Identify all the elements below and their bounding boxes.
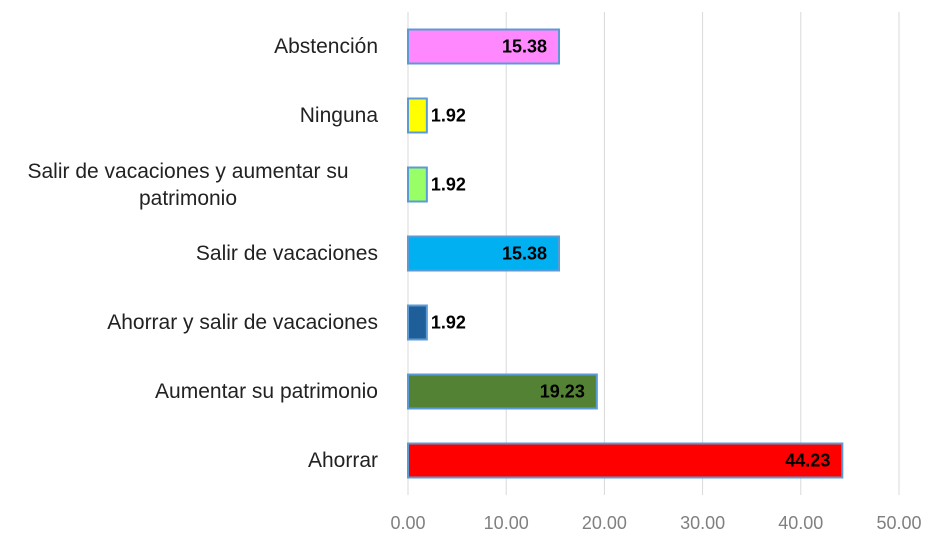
- bar: [407, 442, 844, 479]
- data-label: 1.92: [431, 105, 466, 125]
- data-label: 1.92: [431, 312, 466, 332]
- y-tick-label: Abstención: [0, 12, 378, 81]
- category-text: Aumentar su patrimonio: [155, 380, 378, 403]
- category-text: Salir de vacaciones y aumentar su patrim…: [27, 159, 349, 210]
- x-tick-label: 50.00: [876, 513, 921, 533]
- data-label: 15.38: [502, 36, 547, 56]
- y-tick-label: Ahorrar y salir de vacaciones: [0, 288, 378, 357]
- x-tick-label: 0.00: [390, 513, 425, 533]
- x-tick-label: 40.00: [778, 513, 823, 533]
- category-text: Ninguna: [299, 104, 378, 127]
- bar: [407, 166, 428, 203]
- bar: [407, 373, 598, 410]
- x-tick-label: 10.00: [484, 513, 529, 533]
- category-text: Salir de vacaciones: [195, 242, 378, 265]
- bar: [407, 235, 561, 272]
- x-tick-label: 30.00: [680, 513, 725, 533]
- y-tick-label: Ninguna: [0, 81, 378, 150]
- y-tick-label: Salir de vacaciones: [0, 219, 378, 288]
- bar: [407, 304, 428, 341]
- data-label: 15.38: [502, 243, 547, 263]
- x-tick-label: 20.00: [582, 513, 627, 533]
- bar: [407, 97, 428, 134]
- data-label: 19.23: [540, 381, 585, 401]
- category-text: Abstención: [274, 35, 378, 58]
- data-label: 44.23: [785, 450, 830, 470]
- y-tick-label: Salir de vacaciones y aumentar su patrim…: [0, 150, 378, 219]
- data-label: 1.92: [431, 174, 466, 194]
- category-text: Ahorrar: [307, 449, 378, 472]
- y-tick-label: Aumentar su patrimonio: [0, 357, 378, 426]
- bar: [407, 28, 561, 65]
- category-text: Ahorrar y salir de vacaciones: [107, 311, 378, 334]
- y-tick-label: Ahorrar: [0, 426, 378, 495]
